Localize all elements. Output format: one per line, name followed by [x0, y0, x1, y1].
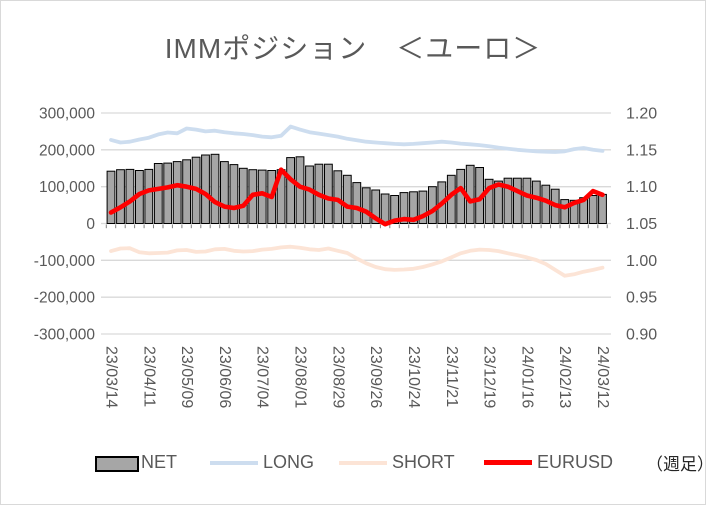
svg-text:200,000: 200,000 [39, 142, 95, 159]
svg-text:23/10/24: 23/10/24 [405, 346, 422, 408]
eurusd-legend-label: EURUSD [537, 452, 614, 472]
svg-text:23/11/21: 23/11/21 [443, 346, 460, 407]
long-line [109, 124, 605, 154]
svg-text:1.05: 1.05 [626, 216, 657, 233]
long-legend-label: LONG [263, 452, 315, 472]
svg-text:1.15: 1.15 [626, 142, 657, 159]
svg-text:300,000: 300,000 [39, 106, 95, 123]
long-legend-swatch [210, 461, 258, 465]
svg-text:1.00: 1.00 [626, 253, 657, 270]
eurusd-legend-swatch [484, 460, 532, 465]
short-legend-swatch [339, 461, 387, 465]
category-ticks [105, 224, 608, 229]
svg-text:23/06/06: 23/06/06 [216, 346, 233, 408]
svg-text:23/12/19: 23/12/19 [481, 346, 498, 408]
svg-text:24/01/16: 24/01/16 [518, 346, 535, 408]
period-note: （週足） [646, 455, 705, 474]
svg-text:23/04/11: 23/04/11 [140, 346, 157, 407]
svg-text:24/03/12: 24/03/12 [594, 346, 611, 408]
svg-text:23/03/14: 23/03/14 [103, 346, 120, 408]
legend-item-long: LONG [210, 451, 330, 475]
short-line [109, 244, 605, 278]
svg-text:23/08/01: 23/08/01 [292, 346, 309, 408]
x-axis-labels: 23/03/14 23/04/11 23/05/09 23/06/06 23/07/04… [103, 346, 612, 408]
left-axis-labels: 300,000 200,000 100,000 0 -100,000 -200,000 -3… [34, 106, 96, 344]
svg-text:-300,000: -300,000 [34, 327, 96, 344]
svg-text:100,000: 100,000 [39, 179, 95, 196]
svg-text:23/07/04: 23/07/04 [254, 346, 271, 408]
legend-item-eurusd: EURUSD [484, 451, 634, 475]
right-axis-labels: 1.20 1.15 1.10 1.05 1.00 0.95 0.90 [626, 106, 657, 344]
net-bars [106, 153, 607, 225]
svg-text:23/05/09: 23/05/09 [178, 346, 195, 408]
svg-text:23/08/29: 23/08/29 [329, 346, 346, 408]
net-legend-swatch [95, 456, 139, 472]
svg-text:24/02/13: 24/02/13 [556, 346, 573, 408]
legend-item-net: NET [95, 451, 205, 475]
eurusd-line [108, 167, 605, 227]
svg-text:-200,000: -200,000 [34, 290, 96, 307]
short-legend-label: SHORT [392, 452, 455, 472]
svg-text:0: 0 [86, 216, 95, 233]
svg-text:1.10: 1.10 [626, 179, 657, 196]
legend-item-short: SHORT [339, 451, 469, 475]
svg-text:0.90: 0.90 [626, 327, 657, 344]
svg-text:0.95: 0.95 [626, 290, 657, 307]
chart-title: IMMポジション ＜ユーロ＞ [164, 33, 542, 64]
svg-text:1.20: 1.20 [626, 106, 657, 123]
svg-text:-100,000: -100,000 [34, 253, 96, 270]
net-legend-label: NET [141, 452, 177, 472]
svg-text:23/09/26: 23/09/26 [367, 346, 384, 408]
